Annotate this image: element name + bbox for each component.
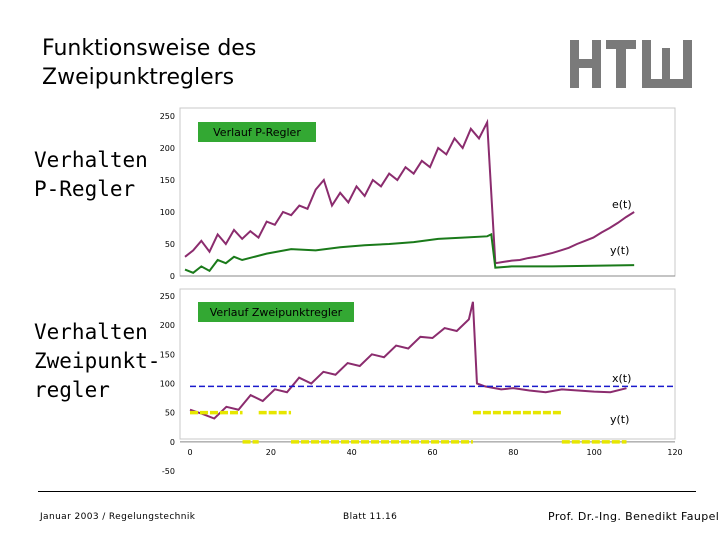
x-tick-label: 20 bbox=[266, 448, 276, 457]
y-tick-label: 150 bbox=[160, 176, 175, 185]
footer-page: Blatt 11.16 bbox=[343, 512, 398, 522]
x-tick-label: 100 bbox=[587, 448, 602, 457]
slide-title: Funktionsweise des Zweipunktreglers bbox=[42, 36, 257, 90]
x-tick-label: 60 bbox=[427, 448, 437, 457]
y-tick-label: 0 bbox=[170, 438, 175, 447]
annotation-label: x(t) bbox=[612, 372, 631, 385]
chart-title-box bbox=[198, 302, 354, 322]
chart-title-box bbox=[198, 122, 316, 142]
y-tick-label: 150 bbox=[160, 350, 175, 359]
y-tick-label: -50 bbox=[162, 467, 175, 476]
side-label-zweipunktregler: Verhalten Zweipunkt- regler bbox=[34, 320, 161, 402]
annotation-label: e(t) bbox=[612, 198, 632, 211]
footer-divider bbox=[38, 491, 696, 492]
series-yt bbox=[184, 232, 635, 274]
annotation-label: y(t) bbox=[610, 244, 629, 257]
x-tick-label: 120 bbox=[667, 448, 682, 457]
chart-title: Verlauf P-Regler bbox=[213, 126, 301, 139]
htw-logo-icon bbox=[570, 40, 692, 88]
y-tick-label: 250 bbox=[160, 292, 175, 301]
chart-2: -50 0 50 100 150 200 250 0 20 40 60 80 100 120 Verlauf… bbox=[160, 288, 683, 476]
y-tick-label: 100 bbox=[160, 380, 175, 389]
chart-1: 0 50 100 150 200 250 Verlauf P-Regler e(t) y(t) bbox=[160, 107, 676, 281]
side-label-p-regler: Verhalten P-Regler bbox=[34, 148, 148, 201]
y-tick-label: 200 bbox=[160, 321, 175, 330]
x-tick-label: 80 bbox=[508, 448, 518, 457]
series-et bbox=[184, 118, 635, 265]
x-tick-label: 0 bbox=[187, 448, 192, 457]
chart-title: Verlauf Zweipunktregler bbox=[210, 306, 343, 319]
y-tick-label: 0 bbox=[170, 272, 175, 281]
y-tick-label: 250 bbox=[160, 112, 175, 121]
series-xt bbox=[189, 301, 627, 420]
y-tick-label: 100 bbox=[160, 208, 175, 217]
y-tick-label: 50 bbox=[165, 240, 175, 249]
annotation-label: y(t) bbox=[610, 413, 629, 426]
x-tick-label: 40 bbox=[347, 448, 357, 457]
y-tick-label: 200 bbox=[160, 144, 175, 153]
y-tick-label: 50 bbox=[165, 409, 175, 418]
footer-left: Januar 2003 / Regelungstechnik bbox=[40, 512, 196, 522]
footer-author: Prof. Dr.-Ing. Benedikt Faupel bbox=[548, 510, 720, 523]
